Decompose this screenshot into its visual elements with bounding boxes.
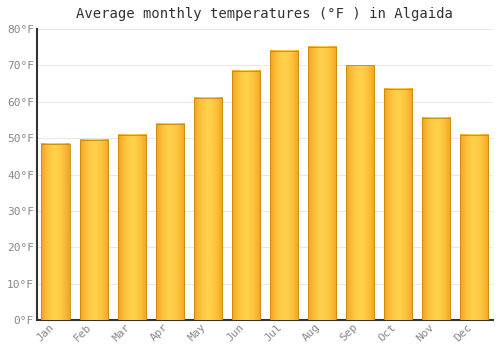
Bar <box>346 65 374 320</box>
Bar <box>194 98 222 320</box>
Bar <box>384 89 412 320</box>
Bar <box>80 140 108 320</box>
Bar <box>270 51 298 320</box>
Bar <box>308 47 336 320</box>
Bar <box>42 144 70 320</box>
Bar <box>156 124 184 320</box>
Bar <box>118 135 146 320</box>
Title: Average monthly temperatures (°F ) in Algaida: Average monthly temperatures (°F ) in Al… <box>76 7 454 21</box>
Bar <box>232 71 260 320</box>
Bar <box>422 118 450 320</box>
Bar <box>460 135 488 320</box>
